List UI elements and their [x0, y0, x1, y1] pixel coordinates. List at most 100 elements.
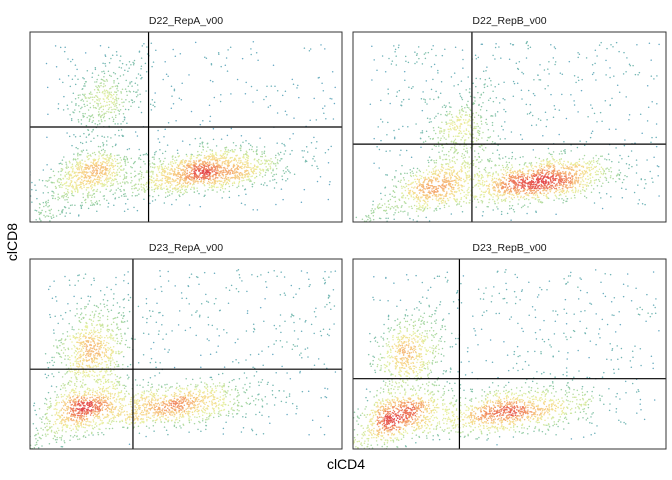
- data-point: [102, 116, 105, 119]
- data-point: [97, 89, 99, 91]
- data-point: [550, 93, 552, 96]
- data-point: [83, 94, 85, 97]
- data-point: [504, 110, 507, 113]
- data-point: [313, 155, 315, 158]
- data-point: [312, 157, 314, 160]
- data-point: [101, 110, 103, 113]
- data-point: [163, 169, 165, 172]
- data-point: [113, 175, 116, 178]
- data-point: [434, 195, 436, 197]
- data-point: [558, 158, 561, 161]
- data-point: [100, 172, 103, 174]
- data-point: [219, 189, 222, 191]
- data-point: [430, 181, 433, 184]
- data-point: [217, 186, 219, 188]
- data-point: [502, 199, 505, 202]
- data-point: [602, 172, 605, 175]
- data-point: [202, 168, 205, 170]
- data-point: [138, 106, 140, 109]
- data-point: [393, 218, 395, 221]
- data-point: [389, 150, 391, 152]
- data-point: [467, 136, 470, 139]
- data-point: [467, 176, 469, 178]
- data-point: [72, 158, 75, 160]
- data-point: [405, 182, 407, 185]
- data-point: [121, 88, 124, 90]
- data-point: [90, 164, 93, 167]
- data-point: [47, 191, 49, 194]
- data-point: [132, 191, 134, 194]
- data-point: [412, 86, 414, 88]
- data-point: [487, 172, 490, 174]
- data-point: [452, 166, 454, 168]
- data-point: [68, 177, 71, 180]
- data-point: [169, 185, 172, 187]
- data-point: [519, 156, 522, 159]
- data-point: [463, 180, 466, 182]
- data-point: [183, 170, 186, 172]
- data-point: [473, 126, 476, 128]
- data-point: [425, 130, 428, 132]
- data-point: [433, 98, 435, 101]
- data-point: [553, 46, 556, 48]
- data-point: [116, 77, 119, 80]
- data-point: [61, 186, 63, 189]
- data-point: [497, 186, 499, 188]
- data-point: [69, 161, 71, 164]
- data-point: [111, 102, 114, 104]
- data-point: [203, 155, 206, 157]
- data-point: [574, 183, 576, 185]
- data-point: [538, 164, 541, 167]
- data-point: [89, 102, 91, 104]
- data-point: [64, 199, 66, 201]
- data-point: [116, 158, 119, 161]
- data-point: [140, 111, 143, 114]
- data-point: [108, 91, 110, 94]
- data-point: [210, 163, 212, 166]
- data-point: [72, 168, 74, 171]
- data-point: [107, 70, 110, 72]
- data-point: [502, 166, 505, 169]
- data-point: [98, 200, 101, 202]
- data-point: [82, 77, 84, 79]
- data-point: [78, 169, 80, 171]
- data-point: [135, 183, 137, 185]
- data-point: [93, 106, 95, 109]
- data-point: [378, 203, 381, 205]
- data-point: [230, 160, 233, 162]
- data-point: [621, 196, 624, 199]
- data-point: [452, 186, 455, 189]
- data-point: [449, 127, 452, 130]
- data-point: [638, 71, 641, 74]
- data-point: [228, 196, 231, 199]
- data-point: [500, 194, 502, 196]
- data-point: [424, 101, 427, 103]
- data-point: [509, 193, 511, 196]
- data-point: [414, 192, 416, 195]
- data-point: [589, 136, 592, 139]
- data-point: [650, 75, 653, 77]
- data-point: [527, 172, 530, 175]
- data-point: [638, 199, 641, 201]
- data-point: [412, 172, 414, 175]
- data-point: [532, 92, 535, 95]
- data-point: [460, 96, 463, 99]
- data-point: [590, 166, 593, 169]
- data-point: [139, 154, 142, 157]
- data-point: [378, 148, 381, 151]
- data-point: [464, 171, 467, 174]
- data-point: [276, 89, 279, 92]
- data-point: [572, 164, 574, 166]
- data-point: [209, 156, 212, 158]
- data-point: [199, 137, 202, 139]
- data-point: [448, 168, 451, 171]
- data-point: [366, 216, 368, 218]
- data-point: [107, 206, 109, 208]
- data-point: [270, 172, 273, 174]
- data-point: [315, 119, 318, 121]
- data-point: [134, 174, 137, 177]
- data-point: [103, 179, 106, 182]
- data-point: [77, 154, 79, 157]
- data-point: [182, 193, 184, 196]
- data-point: [133, 184, 135, 187]
